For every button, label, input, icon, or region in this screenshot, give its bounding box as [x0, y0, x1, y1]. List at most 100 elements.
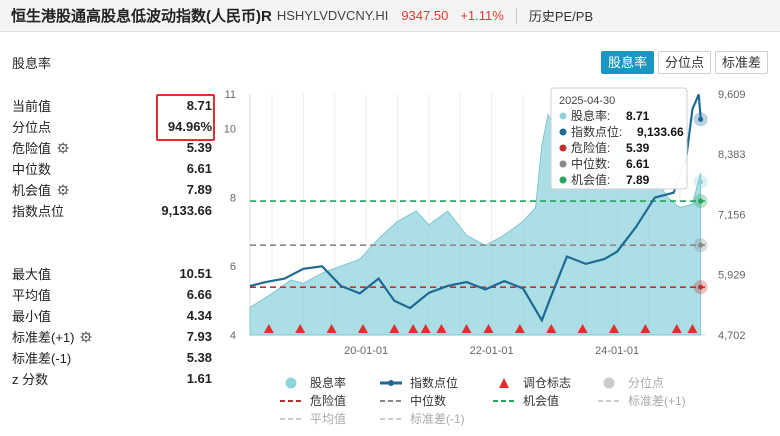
rebalance-marker [546, 324, 557, 333]
chart-legend: 股息率 指数点位 调仓标志 分位点危险值 中位数 机会值 标准差(+1) 平均值 标准差(-1) [280, 372, 780, 432]
index-name: 恒生港股通高股息低波动指数(人民币)R [11, 8, 272, 25]
legend-label: 平均值 [310, 412, 347, 426]
stat-label: 当前值 [12, 99, 52, 114]
rebalance-marker [640, 324, 651, 333]
legend-item[interactable]: 股息率 [280, 374, 346, 391]
y-tick-label: 4 [230, 330, 236, 342]
tooltip-value: 7.89 [626, 173, 650, 187]
rebalance-marker [671, 324, 682, 333]
tooltip-value: 9,133.66 [637, 125, 684, 139]
rebalance-marker [326, 324, 337, 333]
tooltip-value: 6.61 [626, 157, 650, 171]
tooltip-box [550, 87, 688, 190]
tab-percentile[interactable]: 分位点 [658, 51, 712, 74]
rebalance-marker [420, 324, 431, 333]
tooltip-label: 中位数: [571, 156, 610, 171]
stat-current-value: 当前值 8.71 [12, 95, 212, 116]
y-right-tick-label: 4,702 [718, 330, 746, 342]
area-dot-swatch-icon [285, 377, 297, 388]
legend-label: 危险值 [310, 394, 347, 408]
rebalance-marker [577, 324, 588, 333]
stat-value: 8.71 [186, 98, 212, 113]
dash-swatch-icon [280, 399, 302, 402]
hover-marker [698, 179, 704, 185]
gear-icon[interactable] [80, 331, 92, 343]
stat-max: 最大值 10.51 [12, 263, 212, 284]
y-tick-label: 6 [230, 261, 236, 273]
rebalance-marker [514, 324, 525, 333]
hover-marker [698, 116, 704, 122]
legend-item[interactable]: 标准差(+1) [598, 392, 686, 409]
rebalance-marker [357, 324, 368, 333]
stat-index-level: 指数点位 9,133.66 [12, 200, 212, 221]
index-change: +1.11% [460, 8, 504, 23]
stat-label: 机会值 [12, 183, 52, 198]
stat-value: 6.61 [186, 161, 212, 176]
legend-item[interactable]: 危险值 [280, 392, 346, 409]
legend-item[interactable]: 平均值 [280, 410, 346, 427]
stat-label: 平均值 [12, 288, 52, 303]
legend-label: 标准差(-1) [410, 412, 465, 426]
tooltip-label: 危险值: [571, 140, 610, 155]
legend-label: 中位数 [410, 394, 447, 408]
stat-label: 危险值 [12, 141, 52, 156]
tooltip-dot [559, 112, 567, 120]
stat-mean: 平均值 6.66 [12, 284, 212, 305]
legend-item[interactable]: 分位点 [598, 374, 664, 391]
section-title: 股息率 [12, 56, 52, 71]
stat-label: 标准差(-1) [12, 351, 72, 366]
stat-value: 6.66 [186, 287, 212, 302]
stat-value: 7.93 [186, 329, 212, 344]
stat-median: 中位数 6.61 [12, 158, 212, 179]
gear-icon[interactable] [57, 184, 69, 196]
legend-label: 分位点 [628, 376, 665, 390]
legend-label: 股息率 [310, 376, 347, 390]
stat-value: 1.61 [186, 371, 212, 386]
tooltip-date: 2025-04-30 [559, 95, 615, 107]
legend-item[interactable]: 机会值 [493, 392, 559, 409]
dash-swatch-icon [380, 399, 402, 402]
rebalance-marker [263, 324, 274, 333]
tab-dividend-yield[interactable]: 股息率 [601, 51, 655, 74]
stat-value: 4.34 [186, 308, 212, 323]
legend-item[interactable]: 标准差(-1) [380, 410, 465, 427]
stat-label: 最大值 [12, 267, 52, 282]
x-tick-label: 22-01-01 [470, 345, 514, 357]
line-swatch-icon [380, 379, 402, 386]
tab-std-dev[interactable]: 标准差 [715, 51, 769, 74]
stat-label: 指数点位 [12, 204, 65, 219]
dash-swatch-icon [493, 399, 515, 402]
highlight-box [156, 94, 215, 141]
tooltip-value: 5.39 [626, 141, 650, 155]
legend-label: 调仓标志 [523, 376, 572, 390]
legend-label: 指数点位 [410, 376, 459, 390]
stat-label: 最小值 [12, 309, 52, 324]
legend-item[interactable]: 调仓标志 [493, 374, 571, 391]
stat-std-minus-one: 标准差(-1) 5.38 [12, 347, 212, 368]
stat-std-plus-one: 标准差(+1) 7.93 [12, 326, 212, 347]
header-divider [515, 7, 517, 24]
stat-value: 5.38 [186, 350, 212, 365]
gear-icon[interactable] [57, 142, 69, 154]
rebalance-marker [609, 324, 619, 333]
hover-marker [698, 284, 704, 290]
stat-value: 9,133.66 [161, 203, 212, 218]
y-tick-label: 8 [230, 192, 236, 204]
tooltip-dot [559, 176, 567, 184]
dash-swatch-icon [598, 399, 620, 402]
legend-item[interactable]: 指数点位 [380, 374, 458, 391]
index-code: HSHYLVDVCNY.HI [276, 8, 389, 23]
series-index-level-line [249, 94, 702, 323]
index-header: 恒生港股通高股息低波动指数(人民币)R HSHYLVDVCNY.HI 9347.… [0, 0, 780, 32]
legend-label: 机会值 [523, 394, 560, 408]
tooltip-dot [559, 160, 567, 168]
legend-item[interactable]: 中位数 [380, 392, 446, 409]
stat-z-score: z 分数 1.61 [12, 368, 212, 389]
tooltip-label: 机会值: [571, 172, 610, 187]
dividend-yield-chart[interactable]: 4 6 8 10 11 4,702 5,929 7,156 8,383 9,609 20-01-… [220, 82, 780, 372]
stat-label: 标准差(+1) [12, 330, 75, 345]
history-pe-pb-link[interactable]: 历史PE/PB [528, 9, 594, 24]
y-right-tick-label: 9,609 [718, 89, 746, 101]
stat-value: 94.96% [167, 119, 212, 134]
y-tick-label: 10 [224, 123, 236, 135]
